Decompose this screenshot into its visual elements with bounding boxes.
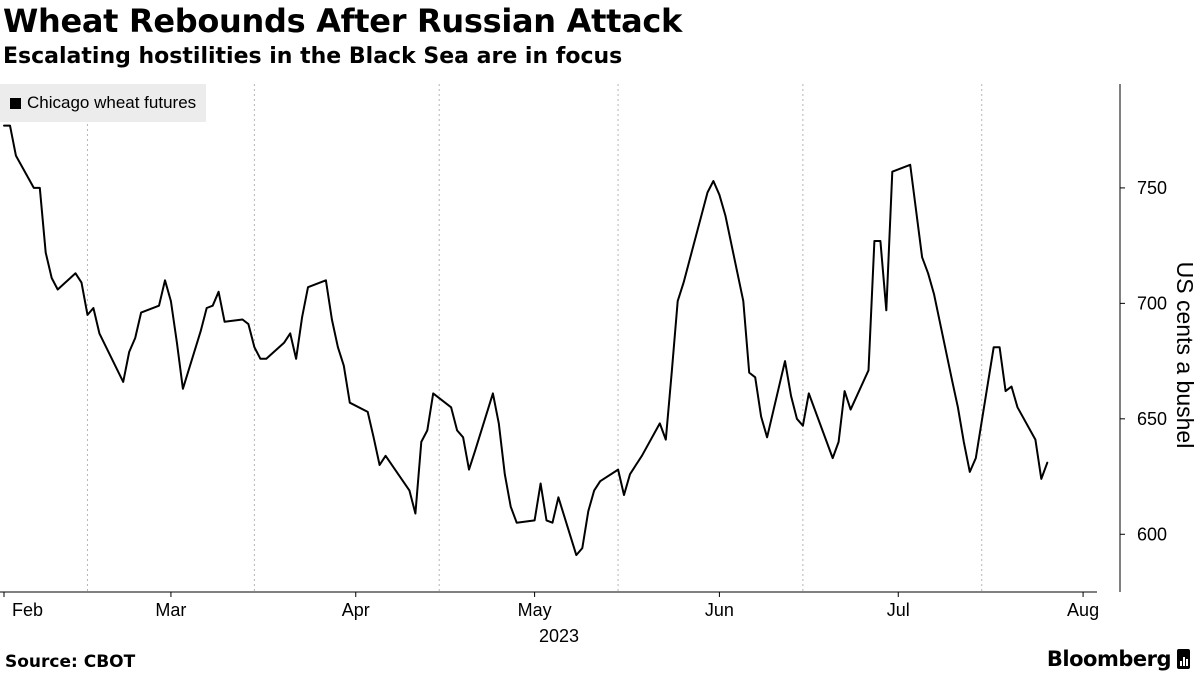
x-tick-label-jun: Jun <box>705 600 734 620</box>
y-axis: 600 650 700 750 <box>1119 84 1167 592</box>
logo-text: Bloomberg <box>1046 647 1172 671</box>
x-tick-label-feb: Feb <box>12 600 43 620</box>
source-note: Source: CBOT <box>5 652 136 672</box>
y-tick-label-750: 750 <box>1137 178 1167 198</box>
series-group <box>3 124 1049 557</box>
y-tick-label-650: 650 <box>1137 409 1167 429</box>
x-tick-label-jul: Jul <box>887 600 910 620</box>
x-axis-year-label: 2023 <box>539 626 579 646</box>
x-tick-label-mar: Mar <box>155 600 186 620</box>
y-axis-label: US cents a bushel <box>1172 262 1198 449</box>
bloomberg-logo: Bloomberg <box>1047 647 1190 671</box>
x-tick-label-may: May <box>518 600 552 620</box>
x-tick-label-aug: Aug <box>1067 600 1099 620</box>
y-tick-label-600: 600 <box>1137 524 1167 544</box>
legend-swatch <box>10 97 21 109</box>
bar-chart-icon <box>1177 649 1190 669</box>
x-axis: Feb Mar Apr May Jun Jul Aug <box>0 591 1099 620</box>
chart-subtitle: Escalating hostilities in the Black Sea … <box>3 44 623 69</box>
y-tick-label-700: 700 <box>1137 293 1167 313</box>
x-tick-label-apr: Apr <box>342 600 370 620</box>
series-line-0 <box>3 124 1049 557</box>
legend: Chicago wheat futures <box>0 84 207 122</box>
legend-label: Chicago wheat futures <box>27 93 197 112</box>
chart-title: Wheat Rebounds After Russian Attack <box>3 2 683 40</box>
